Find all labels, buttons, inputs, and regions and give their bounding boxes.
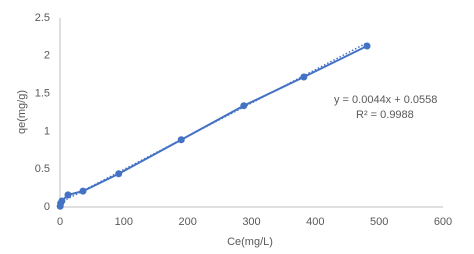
trendline-r2: R² = 0.9988: [356, 109, 414, 121]
y-tick-label: 0: [44, 201, 50, 213]
x-tick-label: 300: [242, 216, 260, 228]
data-point: [177, 136, 185, 144]
data-point: [240, 102, 248, 110]
y-tick-label: 1.5: [35, 88, 50, 100]
y-axis-title: qe(mg/g): [16, 90, 28, 134]
y-tick-label: 0.5: [35, 163, 50, 175]
data-point: [79, 187, 87, 195]
x-tick-label: 200: [178, 216, 196, 228]
trendline-equation: y = 0.0044x + 0.0558: [334, 94, 437, 106]
data-point: [300, 73, 308, 81]
y-tick-label: 2.5: [35, 12, 50, 24]
trendline: [59, 42, 368, 204]
data-point: [58, 197, 66, 205]
x-axis-title: Ce(mg/L): [227, 236, 273, 248]
x-tick-label: 400: [306, 216, 324, 228]
x-tick-label: 0: [57, 216, 63, 228]
series-line: [59, 45, 368, 207]
x-tick-label: 100: [115, 216, 133, 228]
data-point: [64, 191, 72, 199]
data-point: [115, 170, 123, 178]
x-tick-label: 500: [370, 216, 388, 228]
x-tick-label: 600: [434, 216, 452, 228]
data-point: [363, 42, 371, 50]
y-tick-label: 1: [44, 125, 50, 137]
y-tick-label: 2: [44, 50, 50, 62]
